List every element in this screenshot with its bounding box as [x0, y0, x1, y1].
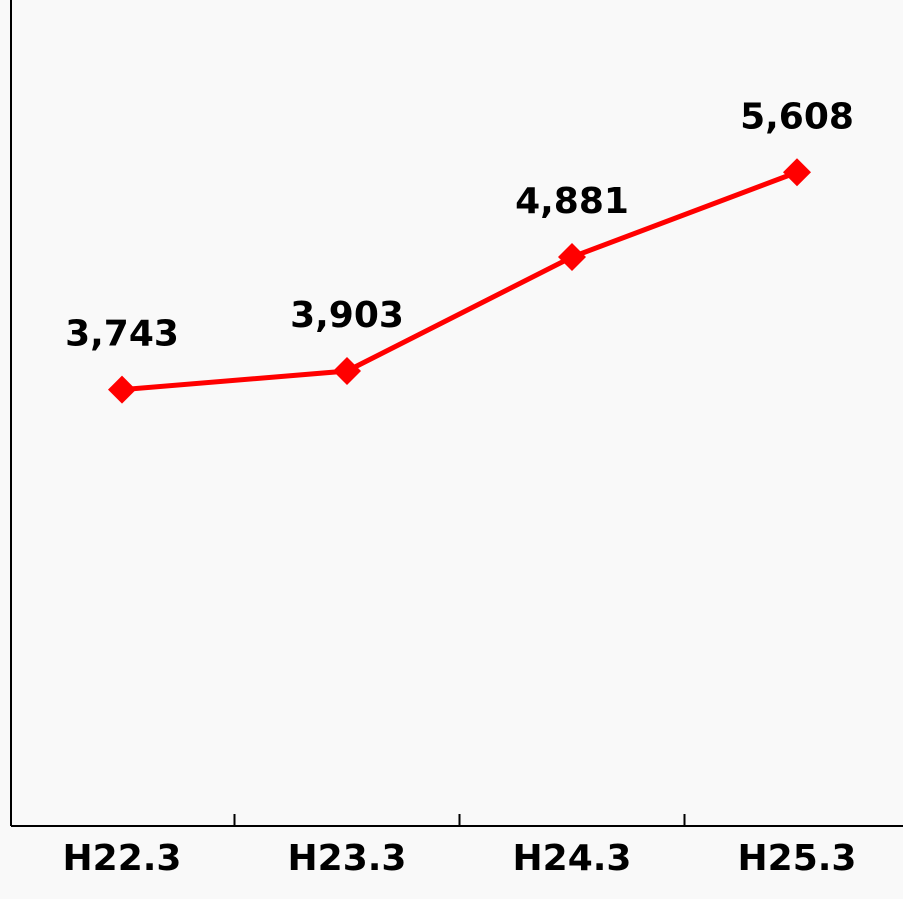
- x-tick-label: H22.3: [63, 838, 182, 879]
- data-label: 3,743: [65, 314, 179, 355]
- data-label: 3,903: [290, 295, 404, 336]
- marker: [333, 357, 361, 386]
- data-label: 4,881: [515, 181, 629, 222]
- x-tick-label: H23.3: [288, 838, 407, 879]
- marker: [108, 375, 136, 404]
- data-label: 5,608: [740, 96, 854, 137]
- line: [121, 169, 798, 393]
- marker: [558, 243, 586, 272]
- x-tick-label: H25.3: [738, 838, 857, 879]
- marker: [783, 158, 811, 187]
- x-tick-label: H24.3: [513, 838, 632, 879]
